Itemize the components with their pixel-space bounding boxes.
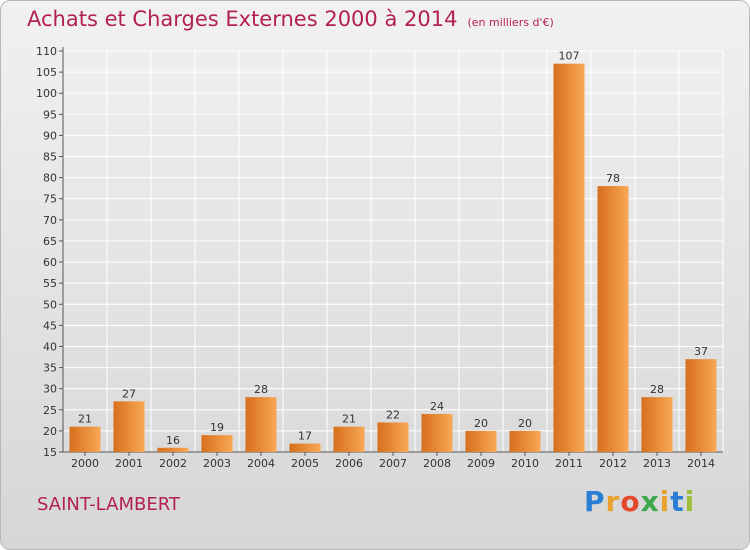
chart-subtitle: (en milliers d'€) [467,16,554,29]
data-label: 20 [518,417,532,430]
bar-2002[interactable] [157,447,189,452]
title-block: Achats et Charges Externes 2000 à 2014 (e… [27,7,554,31]
x-tick-label: 2010 [511,457,539,470]
y-tick-label: 35 [43,362,57,375]
logo-letter: t [670,485,685,518]
y-tick-label: 15 [43,446,57,459]
y-tick-label: 25 [43,404,57,417]
bars [69,63,717,453]
y-tick-label: 30 [43,383,57,396]
commune-name: SAINT-LAMBERT [37,494,180,515]
bar-2001[interactable] [113,401,145,452]
x-tick-label: 2004 [247,457,275,470]
y-tick-label: 110 [36,45,57,58]
data-label: 21 [342,413,356,426]
bar-2012[interactable] [597,186,629,453]
bar-2004[interactable] [245,397,277,452]
bar-2010[interactable] [509,430,541,452]
x-tick-label: 2005 [291,457,319,470]
x-tick-label: 2003 [203,457,231,470]
y-tick-label: 100 [36,87,57,100]
data-label: 21 [78,413,92,426]
bar-2014[interactable] [685,359,717,452]
bar-2009[interactable] [465,430,497,452]
data-label: 17 [298,430,312,443]
data-label: 16 [166,434,180,447]
data-label: 37 [694,345,708,358]
data-label: 28 [254,383,268,396]
bar-2003[interactable] [201,435,233,452]
data-label: 22 [386,408,400,421]
y-tick-label: 75 [43,193,57,206]
y-tick-label: 45 [43,319,57,332]
x-tick-label: 2007 [379,457,407,470]
data-label: 24 [430,400,444,413]
bar-2007[interactable] [377,422,409,452]
y-tick-label: 20 [43,425,57,438]
y-tick-label: 55 [43,277,57,290]
labels: 15 20 25 30 35 40 45 50 55 60 65 70 75 80 85 90 95 100 105… [36,45,715,470]
data-label: 78 [606,172,620,185]
bar-2005[interactable] [289,443,321,452]
y-tick-label: 40 [43,340,57,353]
x-tick-label: 2002 [159,457,187,470]
x-tick-label: 2006 [335,457,363,470]
x-tick-label: 2014 [687,457,715,470]
x-tick-label: 2001 [115,457,143,470]
logo-letter: o [620,485,641,518]
bar-2000[interactable] [69,426,101,452]
data-label: 27 [122,387,136,400]
y-tick-label: 105 [36,66,57,79]
y-tick-label: 70 [43,214,57,227]
x-tick-label: 2012 [599,457,627,470]
data-label: 28 [650,383,664,396]
y-tick-label: 65 [43,235,57,248]
y-tick-label: 50 [43,298,57,311]
data-label: 19 [210,421,224,434]
bar-2011[interactable] [553,63,585,453]
bar-2013[interactable] [641,397,673,452]
y-tick-label: 90 [43,129,57,142]
logo-letter: i [659,485,671,518]
y-tick-label: 95 [43,108,57,121]
x-tick-label: 2000 [71,457,99,470]
logo-letter: i [684,485,696,518]
y-tick-label: 60 [43,256,57,269]
x-tick-label: 2008 [423,457,451,470]
y-tick-label: 85 [43,151,57,164]
data-label: 20 [474,417,488,430]
bar-2006[interactable] [333,426,365,452]
proxiti-logo[interactable]: Proxiti [584,485,695,518]
logo-letter: r [605,485,621,518]
bar-2008[interactable] [421,414,453,452]
x-tick-label: 2009 [467,457,495,470]
data-label: 107 [559,50,580,63]
y-tick-label: 80 [43,172,57,185]
logo-letter: P [584,485,606,518]
chart-title: Achats et Charges Externes 2000 à 2014 [27,7,458,31]
logo-letter: x [640,485,660,518]
x-tick-label: 2013 [643,457,671,470]
x-tick-label: 2011 [555,457,583,470]
